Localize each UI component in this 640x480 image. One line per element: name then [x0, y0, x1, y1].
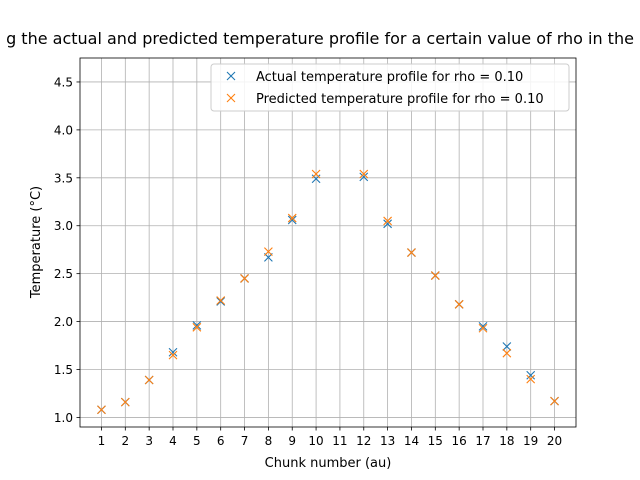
y-tick-label: 4.0 — [54, 123, 73, 137]
actual-data-point — [526, 370, 536, 380]
x-tick-label: 3 — [145, 434, 153, 448]
predicted-data-point — [240, 274, 249, 283]
x-tick-label: 18 — [499, 434, 514, 448]
predicted-data-point — [383, 216, 393, 226]
y-tick-label: 3.5 — [54, 171, 73, 185]
actual-data-point — [216, 297, 226, 306]
actual-data-point — [502, 342, 512, 351]
y-axis-label: Temperature (°C) — [29, 186, 44, 299]
legend-box — [210, 63, 570, 112]
predicted-data-point — [478, 323, 488, 333]
x-tick-label: 15 — [428, 434, 443, 448]
actual-data-point — [383, 219, 393, 229]
x-tick-label: 16 — [452, 434, 467, 448]
predicted-data-point — [502, 348, 512, 358]
x-tick-label: 20 — [547, 434, 562, 448]
actual-data-point — [168, 347, 178, 357]
legend-marker — [226, 93, 236, 103]
y-tick-label: 2.5 — [54, 267, 73, 281]
predicted-data-point — [407, 248, 416, 257]
y-tick-label: 4.5 — [54, 75, 73, 89]
predicted-data-point — [550, 396, 559, 406]
x-tick-label: 4 — [169, 434, 177, 448]
predicted-data-point — [144, 375, 154, 385]
axes: 1 2 3 4 5 6 7 8 9 10 11 12 13 14 15 16 17 18 19 201.01.52.0… — [54, 57, 577, 448]
predicted-data-point — [311, 169, 321, 179]
x-tick-label: 6 — [217, 434, 225, 448]
legend-label: Predicted temperature profile for rho = … — [256, 92, 544, 107]
y-tick-label: 2.0 — [54, 315, 73, 329]
x-tick-label: 5 — [193, 434, 201, 448]
plot-frame — [79, 57, 577, 428]
predicted-data-point — [263, 247, 273, 256]
actual-data-point — [287, 215, 297, 225]
actual-data-point — [359, 172, 369, 182]
y-tick-label: 1.5 — [54, 363, 73, 377]
predicted-data-point — [430, 271, 440, 280]
x-axis-label: Chunk number (au) — [265, 456, 392, 471]
predicted-data-point — [192, 322, 202, 332]
x-tick-label: 1 — [98, 434, 106, 448]
y-tick-label: 3.0 — [54, 219, 73, 233]
predicted-data-point — [359, 169, 369, 179]
predicted-data-point — [454, 299, 464, 309]
x-tick-label: 9 — [288, 434, 296, 448]
chart-title: g the actual and predicted temperature p… — [6, 29, 634, 48]
y-tick-label: 1.0 — [54, 411, 73, 425]
predicted-data-point — [216, 296, 226, 305]
predicted-data-point — [120, 397, 130, 407]
x-tick-label: 10 — [308, 434, 323, 448]
legend: Actual temperature profile for rho = 0.1… — [210, 63, 570, 112]
x-tick-label: 17 — [475, 434, 490, 448]
predicted-data-point — [287, 213, 297, 223]
predicted-data-point — [526, 374, 536, 384]
actual-data-point — [478, 321, 488, 331]
legend-marker — [226, 71, 236, 81]
x-tick-label: 12 — [356, 434, 371, 448]
legend-label: Actual temperature profile for rho = 0.1… — [256, 70, 523, 85]
x-tick-label: 13 — [380, 434, 395, 448]
x-tick-label: 19 — [523, 434, 538, 448]
predicted-data-point — [97, 405, 106, 415]
predicted-data-point — [168, 350, 178, 360]
x-tick-label: 7 — [241, 434, 249, 448]
data-points — [97, 169, 559, 415]
x-tick-label: 11 — [332, 434, 347, 448]
x-tick-label: 8 — [265, 434, 273, 448]
actual-data-point — [192, 321, 202, 330]
x-tick-label: 14 — [404, 434, 419, 448]
x-tick-label: 2 — [121, 434, 129, 448]
